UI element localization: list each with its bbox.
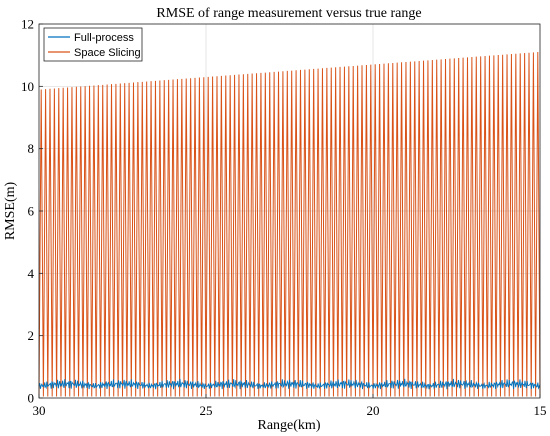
legend-label-full-process: Full-process	[74, 32, 134, 44]
y-tick-label: 4	[28, 266, 35, 281]
y-tick-label: 2	[28, 328, 35, 343]
y-tick-label: 12	[21, 17, 34, 32]
axes	[38, 23, 541, 399]
y-tick-label: 6	[28, 204, 35, 219]
y-axis-label: RMSE(m)	[3, 181, 18, 240]
x-tick-label: 20	[367, 403, 380, 418]
chart-title: RMSE of range measurement versus true ra…	[156, 6, 421, 21]
tick-labels: 30 25 20 15 0 2 4 6 8 10 12	[21, 17, 547, 419]
series-full-process	[38, 378, 541, 390]
y-tick-label: 0	[28, 391, 35, 406]
legend-box	[43, 27, 143, 62]
x-tick-label: 15	[534, 403, 547, 418]
x-tick-label: 25	[200, 403, 213, 418]
series-space-slicing	[38, 52, 541, 397]
y-tick-label: 10	[21, 79, 34, 94]
x-tick-label: 30	[33, 403, 46, 418]
y-tick-label: 8	[28, 141, 35, 156]
x-axis-label: Range(km)	[258, 418, 321, 433]
legend: Full-process Space Slicing	[43, 27, 143, 62]
series-layer	[38, 52, 541, 397]
legend-label-space-slicing: Space Slicing	[74, 47, 141, 59]
